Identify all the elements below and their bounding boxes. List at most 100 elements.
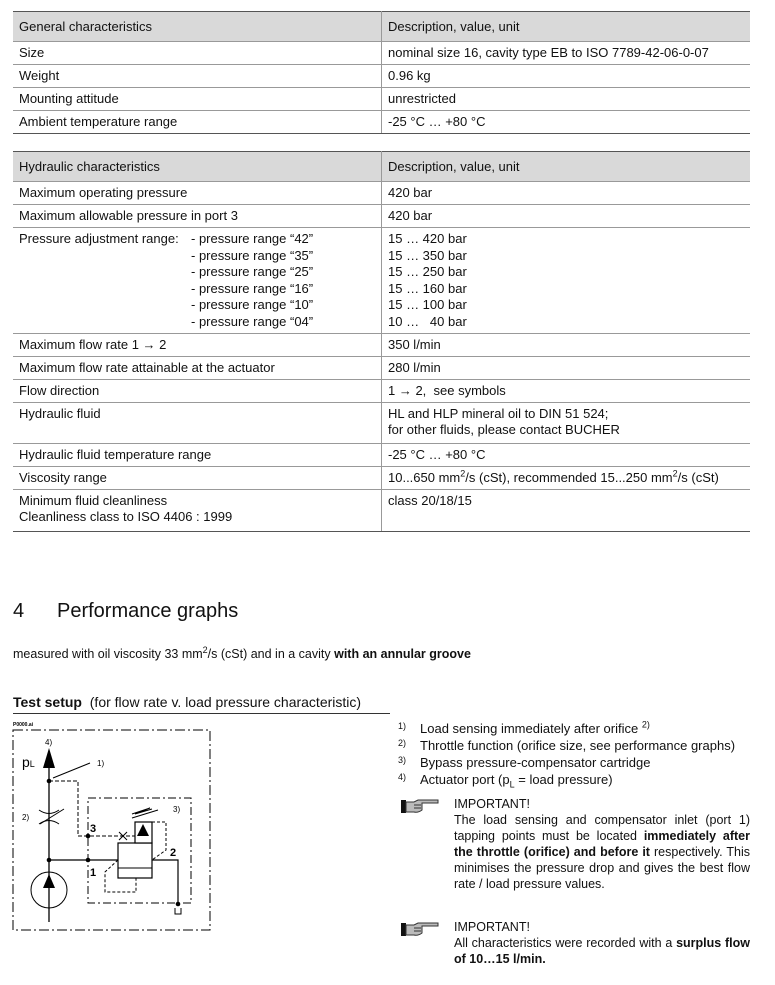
- pointing-hand-icon: [401, 799, 439, 813]
- cell: class 20/18/15: [381, 489, 750, 532]
- superscript: 2: [460, 468, 466, 479]
- actuator-arrow-icon: [43, 748, 55, 768]
- adjust-arrow: [39, 808, 65, 825]
- outer-boundary: [12, 729, 211, 931]
- table-row: Weight 0.96 kg: [13, 64, 750, 88]
- table-row: Viscosity range 10...650 mm2/s (cSt), rec…: [13, 466, 750, 490]
- important-title: IMPORTANT!: [454, 920, 530, 934]
- hydraulic-characteristics-table: Hydraulic characteristics Description, va…: [13, 151, 750, 532]
- section-title: Performance graphs: [57, 600, 239, 622]
- general-characteristics-table: General characteristics Description, valu…: [13, 11, 750, 134]
- port-label: 3: [90, 823, 96, 835]
- pointing-hand-icon: [401, 922, 439, 936]
- footnote: 1) Load sensing immediately after orifice…: [398, 720, 758, 737]
- table-row: Mounting attitude unrestricted: [13, 87, 750, 111]
- cell: Pressure adjustment range: - pressure ra…: [13, 227, 382, 334]
- important-note: IMPORTANT! The load sensing and compensat…: [400, 796, 750, 892]
- table-row: Minimum fluid cleanliness Cleanliness cla…: [13, 489, 750, 532]
- footnote-key: 3): [398, 755, 407, 765]
- cell: 280 l/min: [381, 356, 750, 380]
- cell: Maximum allowable pressure in port 3: [13, 204, 382, 228]
- pl-label: pL: [22, 754, 35, 770]
- footnote-key: 2): [398, 738, 407, 748]
- cell: 350 l/min: [381, 333, 750, 357]
- range-value: 15 … 420 bar: [388, 231, 467, 246]
- text: respectively. This minimises the pressur…: [454, 845, 750, 891]
- label: 2): [22, 813, 29, 822]
- pilot-line: [104, 859, 137, 893]
- pump-icon: [30, 871, 68, 909]
- cell: Weight: [13, 64, 382, 88]
- range-value: 15 … 100 bar: [388, 297, 467, 312]
- cell: Mounting attitude: [13, 87, 382, 111]
- port-1-node: [85, 857, 91, 863]
- table-row: Flow direction 1 → 2, see symbols: [13, 379, 750, 403]
- damper-icon: [118, 831, 128, 841]
- footnotes: 1) Load sensing immediately after orifice…: [398, 720, 758, 789]
- cell: -25 °C … +80 °C: [381, 443, 750, 467]
- superscript: 2): [641, 719, 650, 730]
- range-value: 15 … 350 bar: [388, 247, 467, 263]
- footnote-text: = load pressure): [514, 772, 613, 787]
- text: Cleanliness class to ISO 4406 : 1999: [19, 509, 233, 524]
- measurement-note: measured with oil viscosity 33 mm2/s (cS…: [13, 644, 471, 661]
- range-label: - pressure range “04”: [191, 313, 314, 329]
- table-row: Pressure adjustment range: - pressure ra…: [13, 227, 750, 334]
- cell: HL and HLP mineral oil to DIN 51 524; for…: [381, 402, 750, 444]
- header-cell: Description, value, unit: [381, 151, 750, 182]
- superscript: 2: [672, 468, 678, 479]
- table-row: Maximum operating pressure 420 bar: [13, 181, 750, 205]
- range-label: - pressure range “25”: [191, 264, 314, 279]
- text: /s (cSt): [677, 470, 719, 485]
- table-row: Size nominal size 16, cavity type EB to I…: [13, 41, 750, 65]
- superscript: 2: [202, 644, 208, 655]
- bold-text: immediately after the throttle (orifice)…: [454, 829, 750, 859]
- pl-subscript: L: [30, 759, 35, 769]
- cell: Minimum fluid cleanliness Cleanliness cla…: [13, 489, 382, 532]
- hydraulic-circuit-diagram: P0000.ai 4) pL 1) 2) 3 1 3) 2: [12, 722, 211, 931]
- table-row: Maximum allowable pressure in port 3 420 …: [13, 204, 750, 228]
- text: /s (cSt) and in a cavity: [207, 647, 335, 661]
- cell: unrestricted: [381, 87, 750, 111]
- tank-icon: [174, 908, 182, 915]
- port-label: 1: [90, 867, 96, 879]
- range-label: - pressure range “42”: [191, 231, 314, 246]
- pilot-line: [49, 780, 135, 837]
- table-row: Maximum flow rate attainable at the actu…: [13, 356, 750, 380]
- footnote-text: Actuator port (p: [420, 772, 510, 787]
- line: [152, 859, 179, 904]
- text: /s (cSt), recommended 15...250 mm: [465, 470, 673, 485]
- footnote: 2) Throttle function (orifice size, see p…: [398, 737, 758, 754]
- port-3-node: [85, 833, 91, 839]
- text: The load sensing and compensator inlet (…: [454, 813, 750, 843]
- cell: 420 bar: [381, 181, 750, 205]
- test-setup-heading: Test setup (for flow rate v. load pressu…: [13, 694, 361, 710]
- text: measured with oil viscosity 33 mm: [13, 647, 203, 661]
- cell: -25 °C … +80 °C: [381, 110, 750, 134]
- fluid-line: HL and HLP mineral oil to DIN 51 524;: [388, 406, 609, 421]
- pilot-line: [151, 821, 167, 861]
- cell: Ambient temperature range: [13, 110, 382, 134]
- label: 1): [97, 759, 104, 768]
- header-cell: Description, value, unit: [381, 11, 750, 42]
- label: 4): [45, 738, 52, 747]
- cell: 10...650 mm2/s (cSt), recommended 15...2…: [381, 466, 750, 490]
- valve-body: [117, 842, 153, 879]
- label: 3): [173, 805, 180, 814]
- header-cell: General characteristics: [13, 11, 382, 42]
- cartridge-boundary: [87, 797, 192, 904]
- section-heading: 4 Performance graphs: [13, 600, 238, 623]
- footnote: 3) Bypass pressure-compensator cartridge: [398, 754, 758, 771]
- cell: Size: [13, 41, 382, 65]
- orifice-icon: [38, 809, 60, 825]
- bold-text: surplus flow of 10…15 l/min.: [454, 936, 750, 966]
- cell: Viscosity range: [13, 466, 382, 490]
- footnote-text: Throttle function (orifice size, see per…: [420, 738, 736, 753]
- bold-text: with an annular groove: [334, 647, 471, 661]
- table-row: Ambient temperature range -25 °C … +80 °C: [13, 110, 750, 134]
- test-setup-title: Test setup: [13, 694, 82, 710]
- range-label: - pressure range “35”: [191, 247, 314, 263]
- cell: Maximum flow rate attainable at the actu…: [13, 356, 382, 380]
- range-label: - pressure range “10”: [191, 297, 314, 312]
- table-row: Maximum flow rate 1 → 2 350 l/min: [13, 333, 750, 357]
